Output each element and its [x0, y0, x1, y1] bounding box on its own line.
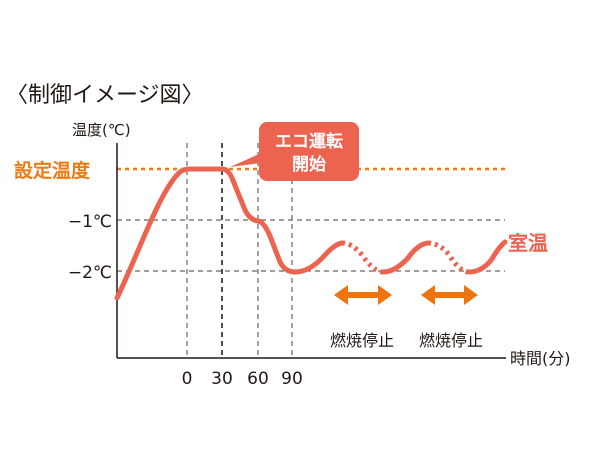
curve-solid-2 — [380, 240, 431, 275]
x-tick-0: 0 — [182, 369, 193, 389]
x-tick-60: 60 — [247, 369, 269, 389]
gridlines — [117, 143, 505, 358]
curve-solid-1 — [114, 166, 345, 301]
setpoint-label: 設定温度 — [14, 159, 91, 182]
callout-line1: エコ運転 — [275, 131, 343, 152]
eco-start-callout: エコ運転 開始 — [230, 122, 359, 181]
stop-arrows — [334, 285, 478, 305]
room-temp-label: 室温 — [508, 231, 548, 255]
x-axis-label: 時間(分) — [510, 349, 571, 368]
room-temperature-curve — [114, 166, 508, 301]
curve-solid-3 — [466, 239, 508, 275]
y-label-minus2: −2℃ — [68, 263, 112, 283]
stop-label-2: 燃焼停止 — [419, 331, 483, 350]
double-arrow-icon — [334, 285, 392, 305]
callout-line2: 開始 — [292, 154, 326, 175]
stop-label-1: 燃焼停止 — [330, 331, 394, 350]
y-label-minus1: −1℃ — [68, 212, 112, 232]
callout-box — [259, 122, 359, 181]
callout-pointer — [230, 150, 268, 167]
y-axis-label: 温度(℃) — [72, 121, 131, 139]
diagram-title: 〈制御イメージ図〉 — [6, 83, 204, 108]
curve-dotted-2 — [427, 240, 469, 275]
x-tick-30: 30 — [211, 369, 233, 389]
curve-dotted-1 — [341, 240, 383, 275]
double-arrow-icon — [421, 285, 478, 305]
x-tick-90: 90 — [281, 369, 303, 389]
